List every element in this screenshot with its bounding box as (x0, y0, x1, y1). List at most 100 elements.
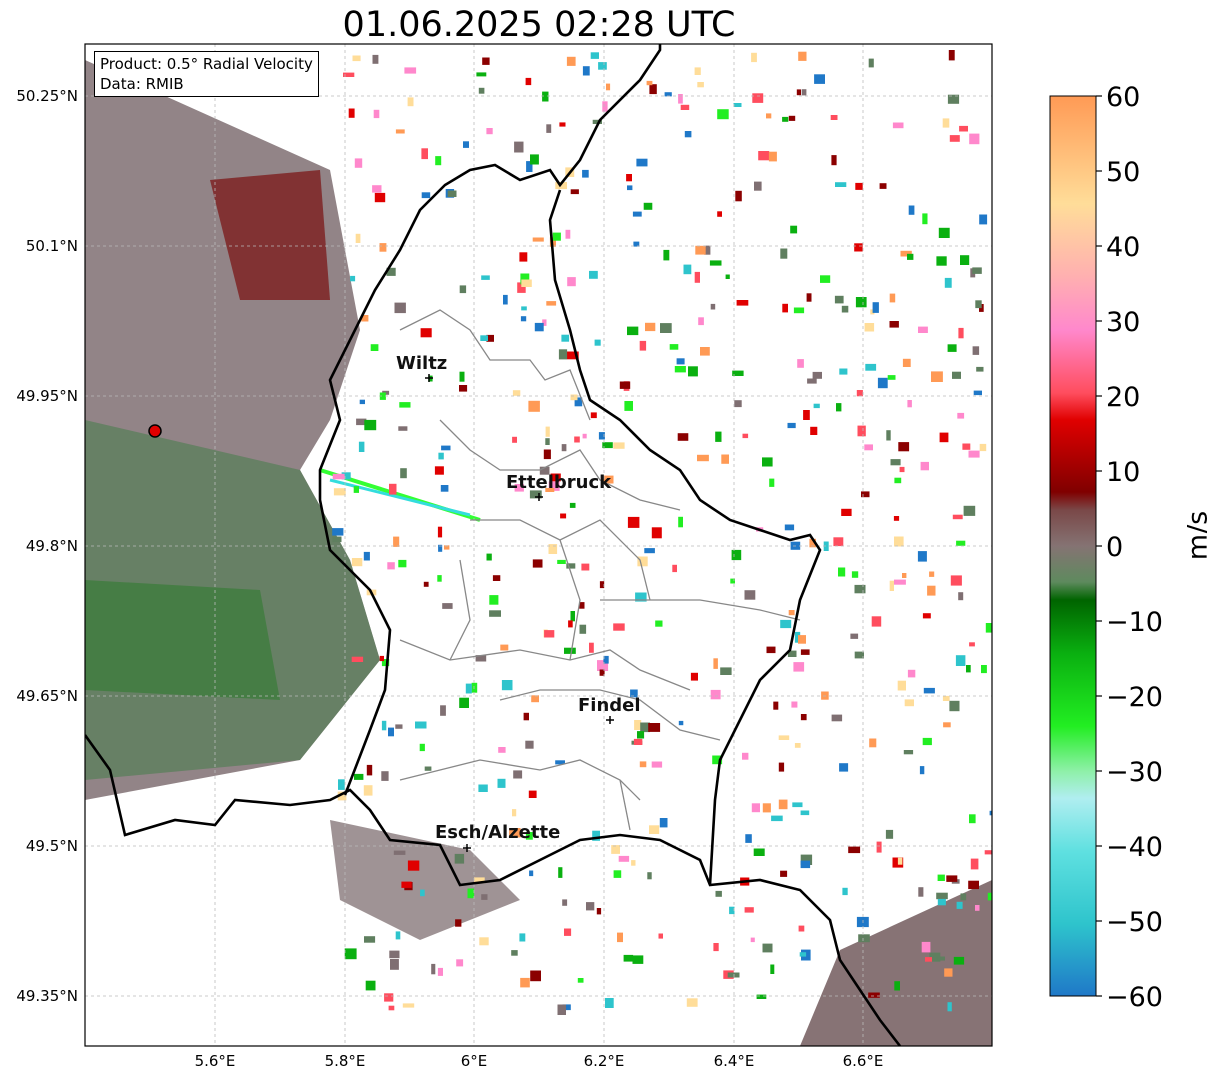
echo-speck (976, 366, 984, 372)
echo-speck (936, 256, 947, 266)
echo-speck (459, 371, 465, 382)
echo-speck (660, 323, 672, 333)
echo-speck (548, 544, 558, 554)
echo-speck (820, 275, 831, 283)
echo-speck (800, 649, 810, 655)
echo-speck (744, 907, 754, 913)
echo-speck (525, 740, 534, 749)
echo-speck (434, 466, 444, 475)
echo-speck (589, 642, 594, 653)
echo-speck (534, 322, 544, 332)
echo-speck (947, 344, 957, 352)
echo-speck (552, 232, 561, 241)
echo-speck (931, 371, 943, 382)
echo-speck (694, 67, 701, 75)
echo-speck (794, 743, 801, 748)
echo-speck (545, 438, 550, 445)
echo-speck (968, 450, 980, 458)
echo-speck (390, 959, 399, 970)
echo-speck (363, 551, 370, 561)
echo-speck (389, 483, 397, 495)
echo-speck (559, 122, 566, 127)
echo-speck (579, 602, 585, 609)
colorbar-tick-label: −20 (1106, 682, 1163, 713)
echo-speck (669, 344, 679, 350)
echo-speck (851, 571, 859, 578)
echo-speck (778, 799, 788, 810)
echo-speck (963, 505, 976, 516)
echo-speck (989, 810, 992, 816)
canton-borders (399, 309, 801, 831)
echo-speck (644, 548, 655, 554)
echo-speck (637, 731, 645, 739)
echo-speck (801, 89, 807, 96)
echo-speck (597, 660, 609, 671)
echo-speck (742, 752, 749, 760)
echo-speck (630, 689, 638, 698)
echo-speck (592, 830, 600, 841)
echo-speck (431, 963, 436, 975)
colorbar-tick-label: −50 (1106, 907, 1163, 938)
echo-speck (438, 452, 444, 460)
echo-speck (855, 182, 863, 190)
echo-speck (688, 366, 698, 377)
echo-speck (645, 322, 656, 332)
echo-speck (577, 978, 584, 983)
echo-speck (831, 155, 837, 166)
echo-speck (697, 82, 704, 88)
echo-speck (463, 141, 469, 148)
echo-speck (907, 400, 912, 408)
echo-field-south (330, 820, 520, 940)
echo-speck (886, 430, 891, 441)
echo-speck (353, 486, 359, 493)
echo-speck (613, 623, 625, 631)
echo-speck (423, 581, 429, 587)
echo-speck (511, 950, 518, 956)
echo-speck (447, 190, 457, 197)
echo-speck (634, 720, 642, 730)
city-marker (606, 716, 614, 724)
echo-speck (337, 791, 347, 801)
echo-speck (582, 169, 589, 178)
echo-speck (871, 616, 882, 627)
echo-speck (564, 928, 572, 936)
echo-speck (611, 845, 620, 854)
echo-speck (857, 425, 866, 437)
lat-tick-label: 49.95°N (16, 387, 78, 405)
echo-speck (598, 62, 607, 70)
echo-speck (557, 559, 566, 564)
echo-speck (333, 488, 346, 496)
echo-speck (854, 651, 864, 659)
echo-speck (599, 669, 605, 676)
echo-speck (617, 932, 623, 943)
echo-speck (613, 442, 625, 449)
echo-speck (384, 993, 394, 1002)
echo-speck (678, 720, 684, 726)
echo-speck (758, 151, 770, 161)
echo-speck (962, 443, 971, 450)
echo-speck (709, 260, 722, 266)
echo-speck (676, 358, 685, 365)
echo-speck (659, 818, 668, 828)
echo-speck (639, 340, 647, 351)
echo-speck (486, 128, 493, 135)
echo-speck (970, 858, 979, 870)
echo-speck (887, 375, 896, 380)
echo-speck (606, 83, 611, 91)
echo-speck (599, 581, 605, 589)
echo-speck (543, 449, 551, 460)
echo-speck (712, 755, 723, 765)
echo-speck (437, 575, 442, 582)
echo-speck (969, 642, 975, 647)
echo-speck (713, 658, 718, 669)
echo-speck (393, 850, 406, 855)
echo-speck (823, 541, 829, 551)
echo-speck (835, 182, 847, 187)
echo-speck (623, 954, 634, 962)
echo-speck (640, 722, 650, 733)
echo-speck (586, 902, 595, 911)
echo-speck (567, 277, 576, 287)
echo-speck (678, 94, 683, 104)
city-esch-alzette: Esch/Alzette (435, 822, 560, 852)
